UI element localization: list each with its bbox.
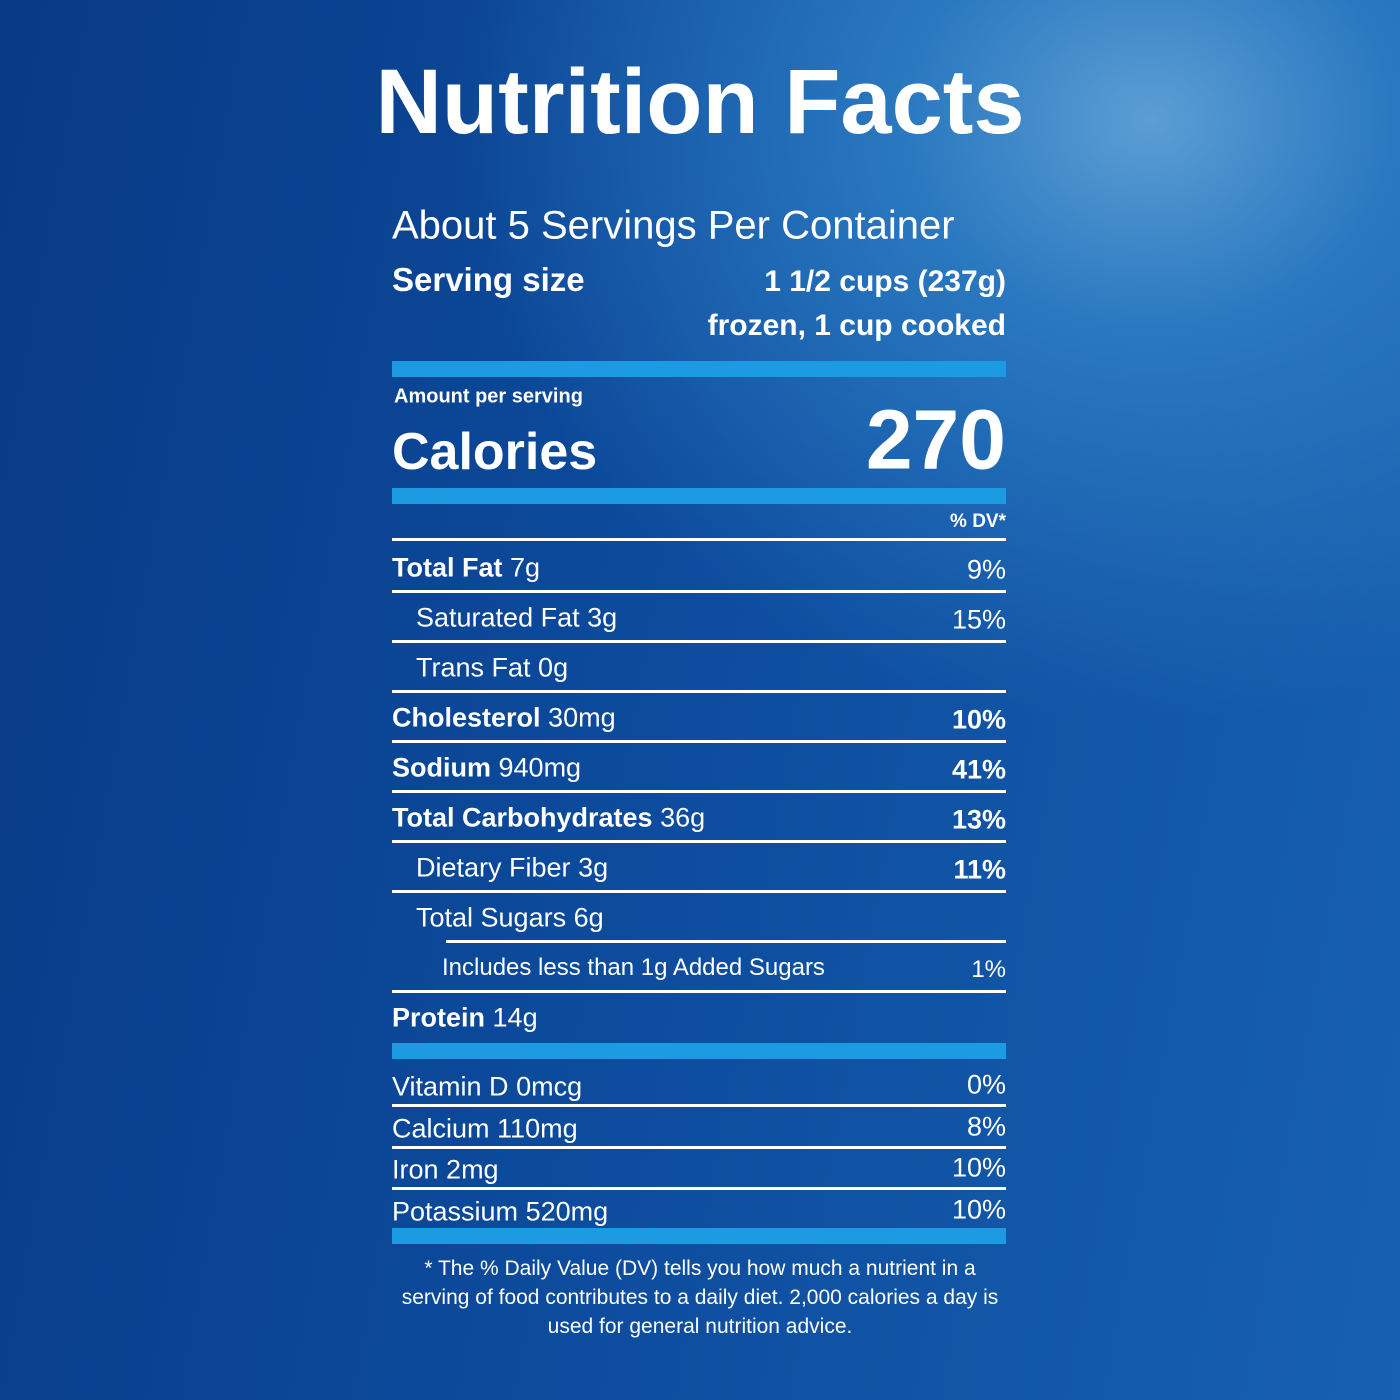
vitamin-dv: 8% <box>967 1111 1006 1142</box>
nutrient-dv: 13% <box>952 805 1006 836</box>
dv-value: 13% <box>951 804 1006 835</box>
vitamin-name: Iron <box>392 1154 439 1185</box>
dv-value: 15% <box>951 604 1006 635</box>
nutrient-row: Saturated Fat 3g <box>416 603 617 634</box>
calories-value: 270 <box>865 392 1006 487</box>
calories-label: Calories <box>392 423 598 481</box>
nutrient-amount: 6g <box>573 902 604 933</box>
nutrient-row: Total Sugars 6g <box>416 903 604 934</box>
dv-value: 9% <box>966 554 1006 585</box>
nutrient-name: Dietary Fiber <box>416 852 571 883</box>
nutrient-name: Saturated Fat <box>416 602 580 633</box>
serving-size-value: frozen, 1 cup cooked <box>707 309 1006 342</box>
nutrient-name: Total Sugars <box>416 902 567 933</box>
nutrient-dv: 11% <box>953 855 1006 886</box>
nutrient-amount: 3g <box>587 602 618 633</box>
nutrient-amount: 3g <box>578 852 609 883</box>
dv-value: 10% <box>951 704 1006 735</box>
vitamin-name: Potassium <box>392 1196 519 1226</box>
nutrient-row: Trans Fat 0g <box>416 653 568 684</box>
vitamin-amount: 110mg <box>497 1113 578 1143</box>
vitamin-row: Iron 2mg <box>392 1155 499 1186</box>
dv-value: 0% <box>966 1069 1006 1100</box>
rule <box>392 1187 1006 1190</box>
title: Nutrition Facts <box>375 51 1025 153</box>
nutrient-dv: 41% <box>952 755 1006 786</box>
nutrient-amount: 14g <box>492 1002 538 1033</box>
thick-bar <box>392 361 1006 377</box>
serving-size-value: 1 1/2 cups (237g) <box>764 265 1006 298</box>
rule <box>392 1104 1006 1107</box>
nutrient-dv: 10% <box>952 705 1006 736</box>
dv-header: % DV* <box>950 511 1006 532</box>
nutrient-dv: 15% <box>952 605 1006 636</box>
rule <box>392 1145 1006 1149</box>
dv-value: 1% <box>971 956 1006 983</box>
nutrient-row: Dietary Fiber 3g <box>416 853 608 884</box>
dv-value: 10% <box>951 1152 1006 1183</box>
nutrient-name: Total Fat <box>392 552 503 583</box>
rule <box>392 538 1006 541</box>
rule <box>392 690 1006 693</box>
rule <box>392 890 1006 893</box>
rule <box>392 590 1006 593</box>
dv-value: 8% <box>966 1111 1006 1141</box>
thick-bar <box>392 1043 1006 1059</box>
nutrient-name: Total Carbohydrates <box>392 802 653 833</box>
vitamin-amount: 0mcg <box>516 1071 583 1102</box>
nutrient-amount: 30mg <box>548 702 616 733</box>
dv-value: 11% <box>953 854 1006 885</box>
vitamin-amount: 2mg <box>446 1154 499 1185</box>
rule <box>392 840 1006 843</box>
nutrient-amount: 940mg <box>498 752 582 783</box>
vitamin-name: Vitamin D <box>392 1071 509 1102</box>
vitamin-dv: 10% <box>952 1194 1006 1225</box>
nutrient-name: Sodium <box>392 752 491 783</box>
thick-bar <box>392 1228 1006 1244</box>
nutrient-row: Cholesterol 30mg <box>392 703 616 734</box>
thick-bar <box>392 488 1006 504</box>
rule <box>392 740 1006 743</box>
rule <box>446 940 1006 943</box>
dv-value: 10% <box>951 1194 1006 1224</box>
nutrient-dv: 1% <box>971 956 1006 984</box>
nutrient-row: Sodium 940mg <box>392 753 581 784</box>
nutrient-row: Total Carbohydrates 36g <box>392 803 705 834</box>
servings: About 5 Servings Per Container <box>392 203 955 248</box>
rule <box>392 640 1006 643</box>
vitamin-dv: 10% <box>952 1153 1006 1184</box>
nutrient-row: Includes less than 1g Added Sugars <box>442 954 825 982</box>
nutrient-amount: 36g <box>660 802 706 833</box>
vitamin-amount: 520mg <box>525 1196 609 1226</box>
vitamin-name: Calcium <box>392 1113 490 1143</box>
vitamin-dv: 0% <box>967 1070 1006 1101</box>
nutrient-dv: 9% <box>967 555 1006 586</box>
serving-size-label: Serving size <box>392 261 585 298</box>
nutrient-row: Total Fat 7g <box>392 553 540 584</box>
nutrient-name: Trans Fat <box>416 652 531 683</box>
nutrient-name: Includes less than 1g Added Sugars <box>442 954 825 981</box>
nutrient-amount: 0g <box>538 652 569 683</box>
nutrient-amount: 7g <box>510 552 541 583</box>
vitamin-row: Potassium 520mg <box>392 1196 608 1227</box>
footnote: * The % Daily Value (DV) tells you how m… <box>401 1257 999 1338</box>
dv-value: 41% <box>951 754 1006 785</box>
vitamin-row: Vitamin D 0mcg <box>392 1072 582 1103</box>
nutrient-name: Cholesterol <box>392 702 541 733</box>
vitamin-row: Calcium 110mg <box>392 1113 578 1144</box>
nutrient-row: Protein 14g <box>392 1003 538 1034</box>
rule <box>392 790 1006 793</box>
rule <box>392 990 1006 993</box>
amount-per-serving: Amount per serving <box>394 385 583 408</box>
nutrient-name: Protein <box>392 1002 486 1033</box>
